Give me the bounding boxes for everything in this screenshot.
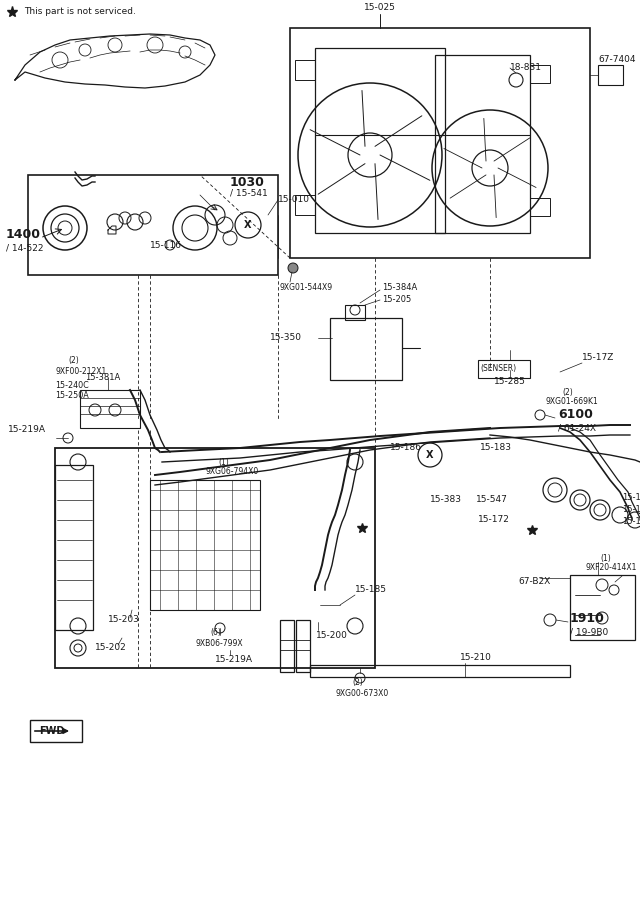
Text: 15-200: 15-200 [316,631,348,640]
Text: X: X [244,220,252,230]
Bar [290,28,590,258]
Text: 9XF20-414X1: 9XF20-414X1 [585,563,636,572]
Text: 15-171: 15-171 [622,506,640,515]
Text: 15-186: 15-186 [390,444,422,453]
Text: 15-183: 15-183 [480,444,512,453]
Text: 15-285: 15-285 [494,377,526,386]
Text: 15-17XJ: 15-17XJ [622,518,640,526]
Text: (1): (1) [600,554,611,562]
Bar [345,305,365,320]
Bar [280,620,294,672]
Text: (1): (1) [218,457,228,466]
Text: 15-547: 15-547 [476,496,508,505]
Text: X: X [426,450,434,460]
Text: / 14-522: / 14-522 [6,244,44,253]
Text: 1910: 1910 [570,611,605,625]
Text: (2): (2) [352,678,363,687]
Circle shape [288,263,298,273]
Text: 9XG06-794X0: 9XG06-794X0 [205,467,259,476]
Text: 15-172: 15-172 [478,516,510,525]
Text: 15-219A: 15-219A [215,655,253,664]
Text: 67-B2X: 67-B2X [518,578,550,587]
Bar [55,448,375,668]
Text: 15-381A: 15-381A [85,374,120,382]
Text: / 61-24X: / 61-24X [558,424,596,433]
Text: 1400: 1400 [6,229,41,241]
Text: 67-7404: 67-7404 [598,56,636,65]
Text: 15-17Z: 15-17Z [582,354,614,363]
Bar [315,48,445,233]
Text: (6): (6) [210,627,221,636]
Text: 9XF00-212X1: 9XF00-212X1 [55,367,106,376]
Bar [478,360,530,378]
Text: 15-210: 15-210 [460,653,492,662]
Text: This part is not serviced.: This part is not serviced. [24,7,136,16]
Text: / 19-9B0: / 19-9B0 [570,627,608,636]
Text: / 15-541: / 15-541 [230,188,268,197]
Bar [570,575,635,640]
Text: (SENSER): (SENSER) [480,364,516,373]
Bar [296,620,310,672]
Text: 15-185: 15-185 [355,586,387,595]
Bar [55,465,93,630]
Bar [295,60,315,80]
Bar [435,55,530,233]
Text: 9XB06-799X: 9XB06-799X [195,638,243,647]
Bar [530,65,550,83]
Text: 15-350: 15-350 [270,334,302,343]
Bar [150,480,260,610]
Text: 15-219A: 15-219A [8,426,46,435]
Text: 15-383: 15-383 [430,496,462,505]
Text: 15-010: 15-010 [278,195,310,204]
Text: 15-250A: 15-250A [55,391,89,400]
Bar [28,175,278,275]
Text: 15-116: 15-116 [150,240,182,249]
Text: (2): (2) [562,388,573,397]
Text: (2): (2) [68,356,79,364]
Text: 15-240C: 15-240C [55,381,89,390]
Bar [530,198,550,216]
Text: 6100: 6100 [558,409,593,421]
Text: FWD: FWD [39,726,65,736]
Text: 15-384A: 15-384A [382,283,417,292]
Text: 1030: 1030 [230,176,265,188]
Bar [30,720,82,742]
Bar [598,65,623,85]
Text: 15-203: 15-203 [108,616,140,625]
Text: 15-025: 15-025 [364,4,396,13]
Text: 18-831: 18-831 [510,64,542,73]
Text: 9XG00-673X0: 9XG00-673X0 [335,688,388,698]
Bar [310,665,570,677]
Text: 15-202: 15-202 [95,644,127,652]
Bar [330,318,402,380]
Text: 15-205: 15-205 [382,294,412,303]
Text: 9XG01-669K1: 9XG01-669K1 [545,398,598,407]
Text: 9XG01-544X9: 9XG01-544X9 [280,284,333,292]
Bar [80,390,140,428]
Bar [295,195,315,215]
Text: 15-176B: 15-176B [622,493,640,502]
